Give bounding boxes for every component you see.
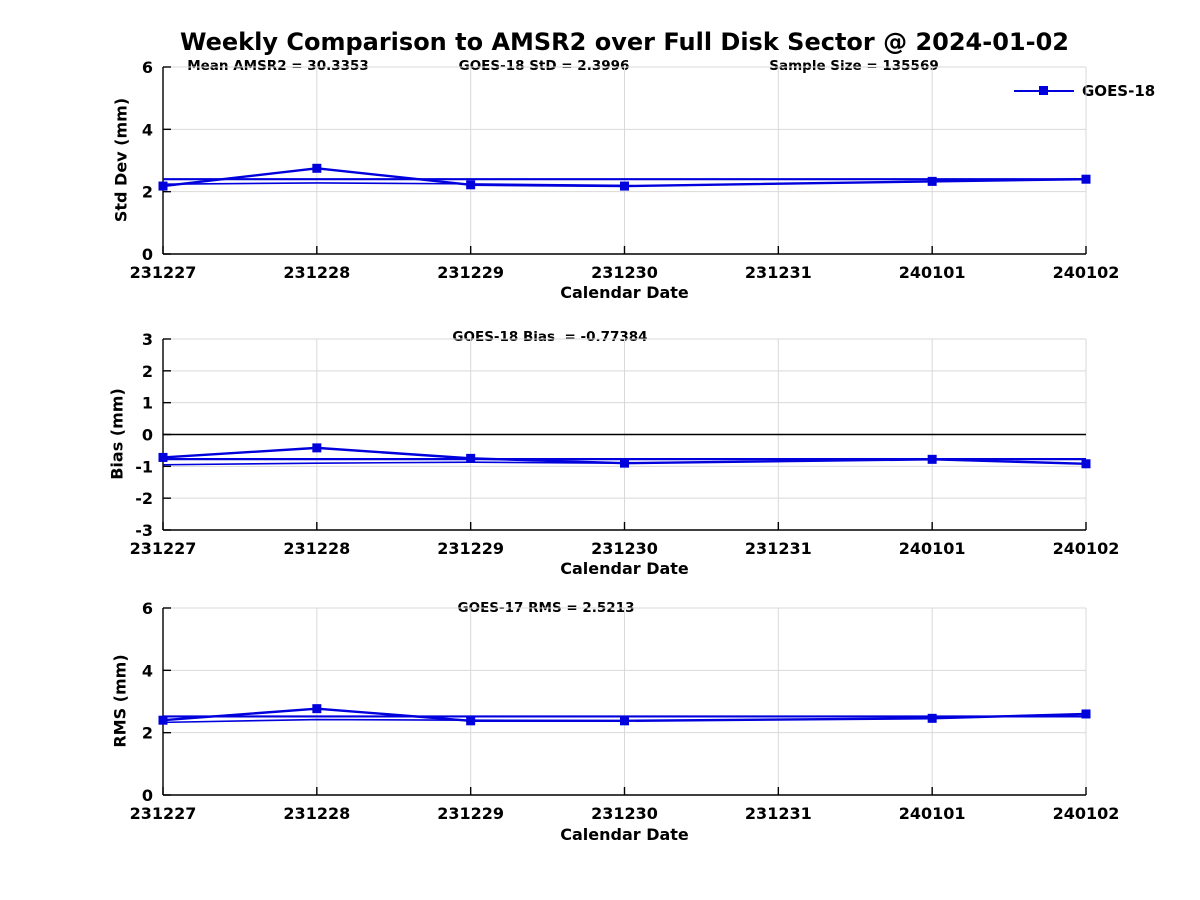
x-tick-label: 240102 [1053, 539, 1120, 558]
y-tick-label: 0 [142, 245, 153, 264]
y-tick-label: 0 [142, 786, 153, 805]
annotation-goes18-bias: GOES-18 Bias = -0.77384 [452, 329, 648, 345]
x-tick-label: 231228 [283, 804, 350, 823]
data-point-marker [312, 704, 322, 714]
data-point-marker [927, 454, 937, 464]
chart-rms-panel: 0 2 4 6 231227 231228 231229 231230 231231 240101… [130, 599, 1120, 823]
y-tick-label: 4 [142, 120, 153, 139]
y-tick-label: 0 [142, 426, 153, 445]
y-tick-label: 2 [142, 183, 153, 202]
annotation-sample-size: Sample Size = 135569 [769, 58, 939, 74]
x-tick-label: 231229 [437, 804, 504, 823]
data-point-marker [927, 713, 937, 723]
data-series-line [162, 707, 1087, 723]
y-tick-label: -1 [135, 457, 153, 476]
data-point-marker [466, 180, 476, 190]
data-point-marker [158, 181, 168, 191]
x-tick-label: 231230 [591, 804, 658, 823]
chart-bias-panel: -3 -2 -1 0 1 2 3 231227 231228 231229 231230 231231… [130, 330, 1120, 558]
data-point-marker [466, 453, 476, 463]
data-point-marker [620, 181, 629, 191]
data-point-marker [466, 716, 476, 726]
data-point-marker [158, 715, 168, 725]
x-tick-label: 231227 [130, 539, 197, 558]
x-tick-label: 231230 [591, 263, 658, 282]
x-axis-title-top: Calendar Date [560, 283, 689, 302]
x-tick-label: 231228 [283, 539, 350, 558]
x-tick-label: 240101 [899, 804, 966, 823]
x-axis-title-bottom: Calendar Date [560, 825, 689, 844]
annotation-mean-amsr2: Mean AMSR2 = 30.3353 [187, 58, 369, 74]
x-tick-label: 240102 [1053, 263, 1120, 282]
secondary-trace-line [162, 461, 625, 466]
legend-line-sample [1014, 85, 1074, 95]
x-tick-label: 240101 [899, 539, 966, 558]
data-point-marker [620, 716, 629, 726]
chart-title: Weekly Comparison to AMSR2 over Full Dis… [180, 28, 1069, 56]
data-point-marker [1081, 459, 1091, 469]
data-series-line [162, 446, 1087, 465]
y-tick-label: 6 [142, 58, 153, 77]
x-tick-label: 231229 [437, 263, 504, 282]
data-point-marker [1081, 174, 1091, 184]
x-tick-label: 231231 [745, 263, 812, 282]
chart-std-dev-panel: 0 2 4 6 231227 231228 231229 231230 231231 240101… [130, 58, 1120, 282]
annotation-goes18-std: GOES-18 StD = 2.3996 [458, 58, 630, 74]
data-point-marker [620, 458, 629, 468]
data-point-marker [158, 452, 168, 462]
y-tick-label: 1 [142, 394, 153, 413]
data-point-marker [1081, 709, 1091, 719]
y-tick-label: 2 [142, 362, 153, 381]
x-tick-label: 240101 [899, 263, 966, 282]
x-tick-label: 231231 [745, 539, 812, 558]
legend: GOES-18 [1014, 81, 1156, 100]
legend-label: GOES-18 [1082, 81, 1156, 100]
y-tick-label: 6 [142, 599, 153, 618]
y-tick-label: -2 [135, 489, 153, 508]
y-tick-label: -3 [135, 521, 153, 540]
data-point-marker [927, 176, 937, 186]
x-tick-label: 231227 [130, 263, 197, 282]
x-tick-label: 231227 [130, 804, 197, 823]
x-axis-title-middle: Calendar Date [560, 559, 689, 578]
data-series-line [162, 167, 1087, 188]
x-tick-label: 240102 [1053, 804, 1120, 823]
x-tick-label: 231228 [283, 263, 350, 282]
legend-square-marker-icon [1039, 85, 1048, 95]
data-point-marker [312, 443, 322, 453]
y-tick-label: 4 [142, 661, 153, 680]
x-tick-label: 231230 [591, 539, 658, 558]
x-tick-label: 231229 [437, 539, 504, 558]
data-point-marker [312, 163, 322, 173]
x-tick-label: 231231 [745, 804, 812, 823]
y-tick-label: 3 [142, 330, 153, 349]
y-tick-label: 2 [142, 724, 153, 743]
